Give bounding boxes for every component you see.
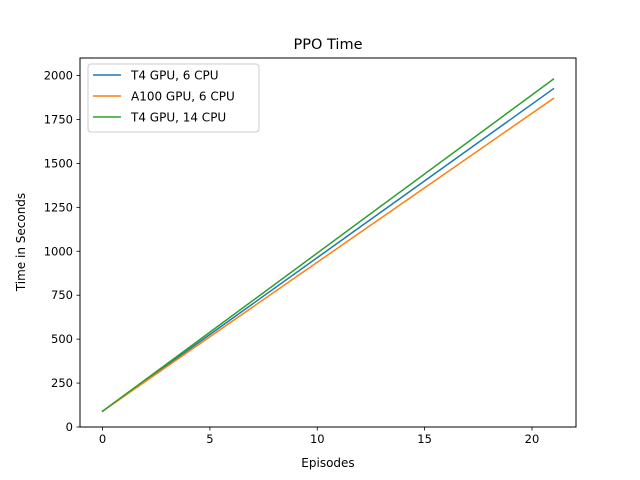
series-line-1 (101, 97, 555, 413)
x-tick-label: 0 (99, 432, 106, 446)
y-tick-label: 1250 (44, 200, 73, 214)
x-axis-ticks: 0 5 10 15 20 (99, 427, 539, 446)
legend-label-1: A100 GPU, 6 CPU (131, 90, 235, 104)
y-tick-label: 250 (51, 376, 73, 390)
chart-title: PPO Time (294, 37, 363, 53)
y-tick-label: 2000 (44, 69, 73, 83)
series-layer (101, 78, 555, 413)
series-line-2 (101, 78, 555, 413)
plot-frame (79, 57, 577, 428)
legend-label-2: T4 GPU, 14 CPU (130, 111, 226, 125)
y-tick-label: 500 (51, 332, 73, 346)
legend: T4 GPU, 6 CPU A100 GPU, 6 CPU T4 GPU, 14 C… (87, 63, 260, 133)
x-axis-label: Episodes (301, 456, 354, 470)
y-tick-label: 1500 (44, 156, 73, 170)
x-tick-label: 10 (310, 432, 325, 446)
y-tick-label: 1750 (44, 113, 73, 127)
x-tick-label: 15 (417, 432, 432, 446)
series-line-0 (101, 87, 555, 413)
legend-label-0: T4 GPU, 6 CPU (130, 69, 219, 83)
y-axis-label: Time in Seconds (14, 193, 28, 292)
y-tick-label: 1000 (44, 244, 73, 258)
y-axis-ticks: 0 250 500 750 1000 1250 1500 1750 2000 (44, 69, 80, 434)
x-tick-label: 5 (206, 432, 213, 446)
y-tick-label: 750 (51, 288, 73, 302)
y-tick-label: 0 (66, 420, 73, 434)
x-tick-label: 20 (525, 432, 540, 446)
legend-frame (87, 63, 260, 133)
